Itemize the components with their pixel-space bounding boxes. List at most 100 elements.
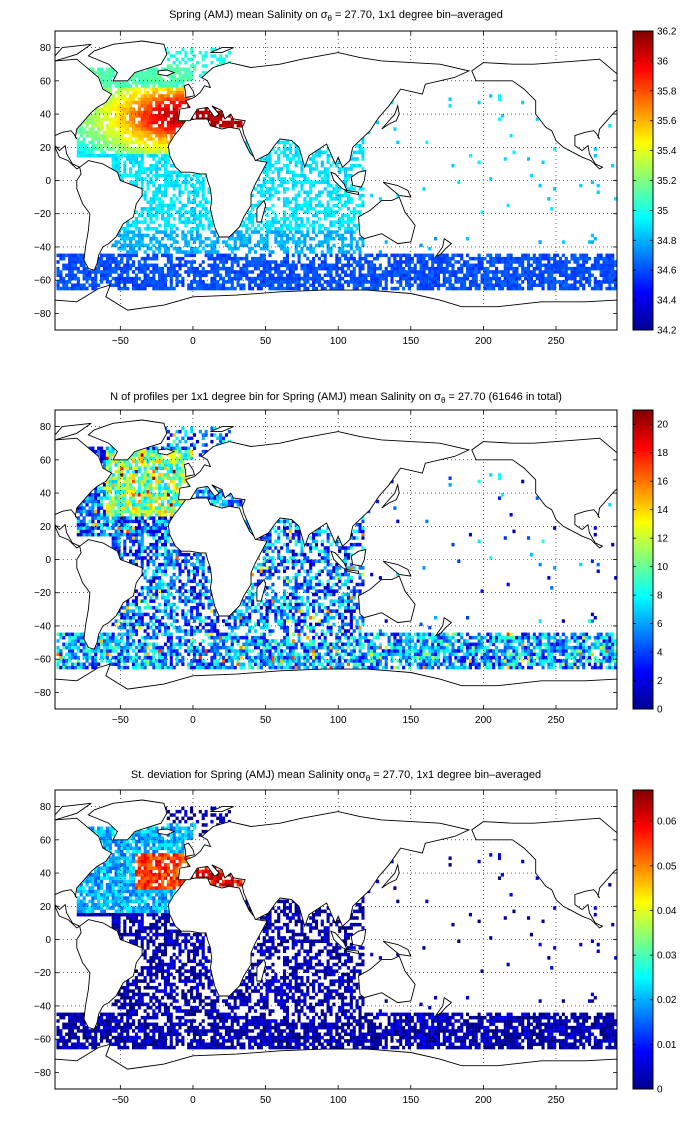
data-cell: [178, 280, 181, 284]
data-cell: [562, 254, 565, 258]
data-cell: [547, 277, 550, 281]
data-cell: [399, 254, 402, 258]
data-cell: [106, 104, 109, 108]
data-cell: [341, 283, 344, 287]
data-cell: [422, 277, 425, 281]
data-cell: [132, 250, 135, 254]
data-cell: [132, 151, 135, 155]
data-cell: [173, 181, 176, 185]
data-cell: [210, 257, 213, 261]
data-cell: [170, 576, 173, 580]
data-cell: [144, 234, 147, 238]
data-cell: [149, 264, 152, 268]
data-cell: [431, 260, 434, 264]
data-cell: [152, 586, 155, 590]
data-cell: [149, 204, 152, 208]
data-cell: [283, 190, 286, 194]
data-cell: [138, 137, 141, 141]
data-cell: [298, 190, 301, 194]
data-cell: [338, 257, 341, 261]
data-cell: [126, 639, 129, 643]
data-cell: [245, 277, 248, 281]
data-cell: [144, 87, 147, 91]
data-cell: [431, 264, 434, 268]
data-cell: [146, 244, 149, 248]
data-cell: [126, 257, 129, 261]
data-cell: [138, 144, 141, 148]
data-cell: [350, 210, 353, 214]
data-cell: [135, 659, 138, 663]
data-cell: [300, 167, 303, 171]
data-cell: [176, 283, 179, 287]
data-cell: [135, 619, 138, 623]
data-cell: [184, 217, 187, 221]
data-cell: [228, 121, 231, 125]
data-cell: [109, 633, 112, 637]
data-cell: [544, 270, 547, 274]
data-cell: [492, 264, 495, 268]
data-cell: [298, 217, 301, 221]
data-cell: [144, 463, 147, 467]
data-cell: [138, 81, 141, 85]
data-cell: [167, 536, 170, 540]
data-cell: [402, 277, 405, 281]
data-cell: [353, 260, 356, 264]
data-cell: [158, 506, 161, 510]
data-cell: [393, 257, 396, 261]
data-cell: [254, 187, 257, 191]
data-cell: [146, 533, 149, 537]
data-cell: [550, 274, 553, 278]
data-cell: [112, 646, 115, 650]
data-cell: [138, 520, 141, 524]
data-cell: [109, 450, 112, 454]
data-cell: [170, 466, 173, 470]
data-cell: [507, 280, 510, 284]
data-cell: [77, 257, 80, 261]
data-cell: [132, 470, 135, 474]
data-cell: [106, 141, 109, 145]
data-cell: [431, 287, 434, 291]
data-cell: [103, 131, 106, 135]
data-cell: [138, 516, 141, 520]
data-cell: [237, 121, 240, 125]
data-cell: [123, 97, 126, 101]
data-cell: [399, 260, 402, 264]
data-cell: [280, 177, 283, 181]
data-cell: [129, 496, 132, 500]
data-cell: [164, 546, 167, 550]
data-cell: [568, 277, 571, 281]
data-cell: [86, 656, 89, 660]
data-cell: [126, 264, 129, 268]
data-cell: [213, 244, 216, 248]
data-cell: [283, 147, 286, 151]
data-cell: [225, 257, 228, 261]
data-cell: [155, 161, 158, 165]
data-cell: [109, 71, 112, 75]
data-cell: [88, 513, 91, 517]
data-cell: [152, 200, 155, 204]
data-cell: [155, 78, 158, 82]
colorbar-tick-label: 34.2: [657, 326, 677, 337]
data-cell: [280, 247, 283, 251]
data-cell: [164, 131, 167, 135]
data-cell: [327, 200, 330, 204]
data-cell: [289, 280, 292, 284]
data-cell: [146, 94, 149, 98]
data-cell: [158, 207, 161, 211]
data-cell: [283, 187, 286, 191]
data-cell: [344, 254, 347, 258]
data-cell: [115, 121, 118, 125]
data-cell: [199, 111, 202, 115]
data-cell: [97, 141, 100, 145]
data-cell: [158, 270, 161, 274]
data-cell: [210, 61, 213, 65]
data-cell: [141, 476, 144, 480]
data-cell: [501, 283, 504, 287]
data-cell: [556, 267, 559, 271]
data-cell: [68, 267, 71, 271]
data-cell: [86, 530, 89, 534]
data-cell: [295, 280, 298, 284]
data-cell: [611, 280, 614, 284]
data-cell: [292, 207, 295, 211]
data-cell: [170, 237, 173, 241]
